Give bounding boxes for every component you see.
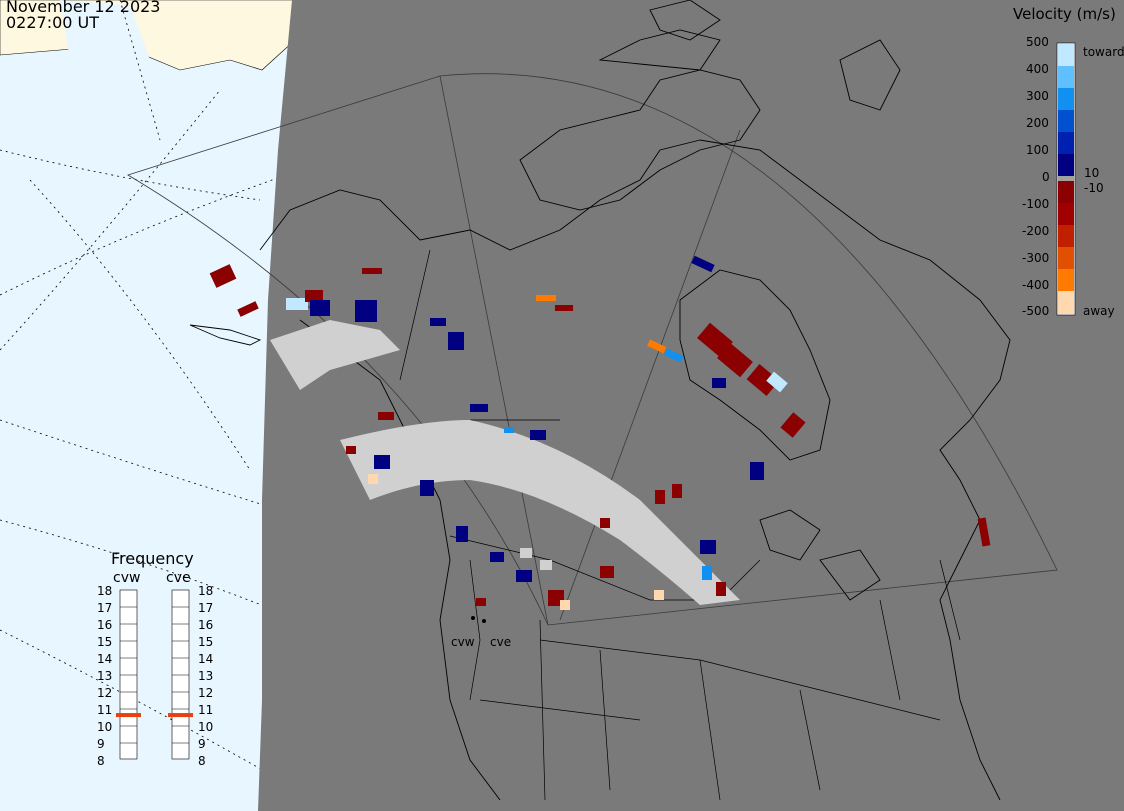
frequency-title: Frequency [111, 549, 194, 568]
ground-scatter-arc [340, 420, 740, 605]
fov-divider-east [559, 129, 741, 621]
cbar-seg-0 [1058, 176, 1074, 181]
daylight-graticule [0, 0, 301, 781]
freq-radar-cvw: cvw [113, 570, 141, 586]
cbar-tick-minus300: -300 [1022, 251, 1050, 265]
cbar-seg-minus200 [1058, 225, 1074, 247]
freq-tick-left: 11 [97, 703, 113, 717]
freq-tick-right: 9 [198, 737, 206, 751]
freq-tick-right: 13 [198, 669, 214, 683]
cbar-seg-minus10 [1058, 181, 1074, 203]
cbar-tick-0: 0 [1042, 170, 1050, 184]
cbar-seg-400 [1058, 66, 1074, 88]
cbar-away-label: away [1083, 304, 1115, 318]
cbar-seg-minus300 [1058, 247, 1074, 269]
cbar-seg-minus400 [1058, 269, 1074, 291]
freq-tick-right: 18 [198, 584, 214, 598]
freq-tick-right: 16 [198, 618, 214, 632]
freq-tick-left: 8 [97, 754, 105, 768]
cbar-seg-100 [1058, 132, 1074, 154]
scan-time: 0227:00 UT [6, 13, 100, 32]
freq-marker-cve [168, 713, 193, 718]
freq-tick-right: 17 [198, 601, 214, 615]
scan-date: November 12 2023 [6, 0, 161, 16]
freq-tick-right: 15 [198, 635, 214, 649]
cbar-toward-label: toward [1083, 45, 1124, 59]
cbar-seg-minus100 [1058, 203, 1074, 225]
cbar-seg-10 [1058, 154, 1074, 176]
freq-tick-left: 18 [97, 584, 113, 598]
freq-tick-left: 10 [97, 720, 113, 734]
velocity-colorbar [1056, 42, 1076, 316]
freq-marker-cvw [116, 713, 141, 718]
freq-radar-cve: cve [166, 570, 191, 586]
daylight-strait [60, 0, 150, 75]
velocity-cells [209, 255, 991, 610]
frequency-scales [116, 589, 193, 760]
political-borders [399, 249, 961, 801]
freq-tick-right: 10 [198, 720, 214, 734]
freq-tick-left: 16 [97, 618, 113, 632]
freq-tick-right: 14 [198, 652, 214, 666]
cbar-seg-200 [1058, 110, 1074, 132]
cbar-tick-300: 300 [1026, 89, 1049, 103]
cbar-tick-minus100: -100 [1022, 197, 1050, 211]
site-marker-cvw [471, 616, 475, 620]
cbar-tick-minus200: -200 [1022, 224, 1050, 238]
cbar-tick-minus500: -500 [1022, 304, 1050, 318]
cbar-tick-400: 400 [1026, 62, 1049, 76]
map-site-label-cvw: cvw [451, 635, 475, 649]
freq-tick-left: 17 [97, 601, 113, 615]
freq-tick-left: 12 [97, 686, 113, 700]
site-marker-cve [482, 619, 486, 623]
ground-scatter-west [270, 320, 400, 390]
cbar-tick-100: 100 [1026, 143, 1049, 157]
freq-tick-right: 8 [198, 754, 206, 768]
freq-scale-cvw [119, 589, 138, 760]
map-site-label-cve: cve [490, 635, 512, 649]
cbar-seg-300 [1058, 88, 1074, 110]
freq-tick-right: 12 [198, 686, 214, 700]
cbar-tick-minus400: -400 [1022, 278, 1050, 292]
cbar-tick-10: 10 [1084, 166, 1100, 180]
freq-scale-cve [171, 589, 190, 760]
fov-divider-west [439, 75, 549, 626]
freq-tick-left: 9 [97, 737, 105, 751]
freq-tick-left: 15 [97, 635, 113, 649]
freq-tick-left: 13 [97, 669, 113, 683]
cbar-tick-200: 200 [1026, 116, 1049, 130]
freq-tick-left: 14 [97, 652, 113, 666]
cbar-seg-500 [1058, 44, 1074, 66]
cbar-tick-500: 500 [1026, 35, 1049, 49]
cbar-seg-minus500 [1058, 291, 1074, 314]
coastlines [189, 0, 1011, 801]
freq-tick-right: 11 [198, 703, 214, 717]
colorbar-title: Velocity (m/s) [1013, 5, 1116, 23]
night-region [258, 0, 1124, 811]
cbar-tick-minus10: -10 [1084, 181, 1104, 195]
